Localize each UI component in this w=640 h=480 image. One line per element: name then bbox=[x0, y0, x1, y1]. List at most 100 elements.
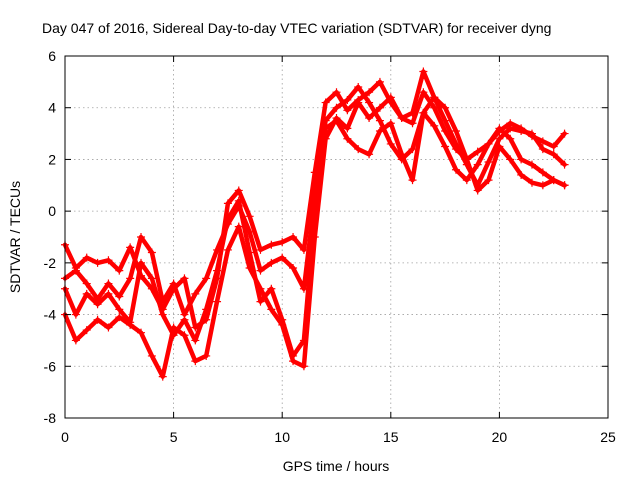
data-point bbox=[451, 165, 460, 174]
x-tick-label: 5 bbox=[170, 429, 178, 445]
data-point bbox=[289, 264, 298, 273]
data-point bbox=[234, 186, 243, 195]
data-point bbox=[202, 305, 211, 314]
data-point bbox=[462, 160, 471, 169]
data-point bbox=[82, 253, 91, 262]
data-point bbox=[549, 176, 558, 185]
y-tick-label: 4 bbox=[48, 100, 56, 116]
y-tick-label: 0 bbox=[48, 203, 56, 219]
data-point bbox=[506, 134, 515, 143]
data-point bbox=[126, 320, 135, 329]
data-point bbox=[549, 142, 558, 151]
y-tick-label: -2 bbox=[44, 255, 57, 271]
data-point bbox=[484, 158, 493, 167]
data-point bbox=[408, 119, 417, 128]
data-point bbox=[332, 114, 341, 123]
data-point bbox=[223, 199, 232, 208]
data-point bbox=[158, 372, 167, 381]
data-point bbox=[71, 310, 80, 319]
data-point bbox=[278, 253, 287, 262]
data-point bbox=[375, 103, 384, 112]
data-point bbox=[527, 178, 536, 187]
x-tick-label: 0 bbox=[61, 429, 69, 445]
data-point bbox=[517, 155, 526, 164]
data-point bbox=[430, 121, 439, 130]
data-point bbox=[386, 139, 395, 148]
data-point bbox=[365, 88, 374, 97]
data-point bbox=[343, 134, 352, 143]
data-point bbox=[473, 181, 482, 190]
data-point bbox=[538, 181, 547, 190]
data-point bbox=[560, 129, 569, 138]
data-point bbox=[93, 315, 102, 324]
data-point bbox=[332, 88, 341, 97]
data-point bbox=[343, 106, 352, 115]
data-point bbox=[430, 93, 439, 102]
data-point bbox=[267, 284, 276, 293]
data-point bbox=[517, 126, 526, 135]
data-point bbox=[104, 289, 113, 298]
data-point bbox=[441, 142, 450, 151]
data-point bbox=[256, 297, 265, 306]
data-point bbox=[517, 170, 526, 179]
data-point bbox=[365, 114, 374, 123]
data-point bbox=[419, 88, 428, 97]
data-point bbox=[386, 93, 395, 102]
data-point bbox=[115, 305, 124, 314]
data-point bbox=[104, 323, 113, 332]
data-point bbox=[191, 357, 200, 366]
data-point bbox=[451, 126, 460, 135]
data-point bbox=[93, 258, 102, 267]
data-point bbox=[158, 310, 167, 319]
data-point bbox=[169, 279, 178, 288]
data-point bbox=[397, 150, 406, 159]
data-point bbox=[169, 323, 178, 332]
data-point bbox=[126, 274, 135, 283]
data-point bbox=[126, 243, 135, 252]
data-point bbox=[71, 336, 80, 345]
data-point bbox=[441, 116, 450, 125]
data-point bbox=[223, 245, 232, 254]
data-point bbox=[495, 124, 504, 133]
axis-ticks: 0 5 10 15 20 25 -8 -6 -4 -2 0 2 4 6 bbox=[44, 48, 616, 445]
data-point bbox=[473, 160, 482, 169]
data-point bbox=[441, 103, 450, 112]
data-point bbox=[267, 258, 276, 267]
data-point bbox=[527, 160, 536, 169]
data-point bbox=[538, 168, 547, 177]
data-point bbox=[245, 212, 254, 221]
data-point bbox=[82, 326, 91, 335]
data-point bbox=[256, 266, 265, 275]
y-tick-label: 6 bbox=[48, 48, 56, 64]
data-point bbox=[104, 256, 113, 265]
data-point bbox=[354, 145, 363, 154]
data-point bbox=[234, 196, 243, 205]
data-point bbox=[267, 240, 276, 249]
data-point bbox=[245, 264, 254, 273]
y-tick-label: 2 bbox=[48, 151, 56, 167]
data-point bbox=[365, 150, 374, 159]
data-point bbox=[234, 222, 243, 231]
data-point bbox=[289, 357, 298, 366]
data-point bbox=[299, 362, 308, 371]
data-point bbox=[397, 114, 406, 123]
y-tick-label: -8 bbox=[44, 410, 57, 426]
data-point bbox=[473, 147, 482, 156]
data-point bbox=[386, 119, 395, 128]
data-point bbox=[82, 279, 91, 288]
data-point bbox=[419, 108, 428, 117]
plot-area-border bbox=[64, 55, 609, 419]
data-point bbox=[278, 238, 287, 247]
y-tick-label: -6 bbox=[44, 358, 57, 374]
data-point bbox=[191, 289, 200, 298]
data-series-layer bbox=[61, 67, 569, 381]
data-point bbox=[354, 98, 363, 107]
chart-title: Day 047 of 2016, Sidereal Day-to-day VTE… bbox=[42, 20, 551, 36]
data-point bbox=[137, 258, 146, 267]
data-point bbox=[375, 126, 384, 135]
x-tick-label: 10 bbox=[274, 429, 290, 445]
data-point bbox=[484, 139, 493, 148]
data-point bbox=[147, 274, 156, 283]
